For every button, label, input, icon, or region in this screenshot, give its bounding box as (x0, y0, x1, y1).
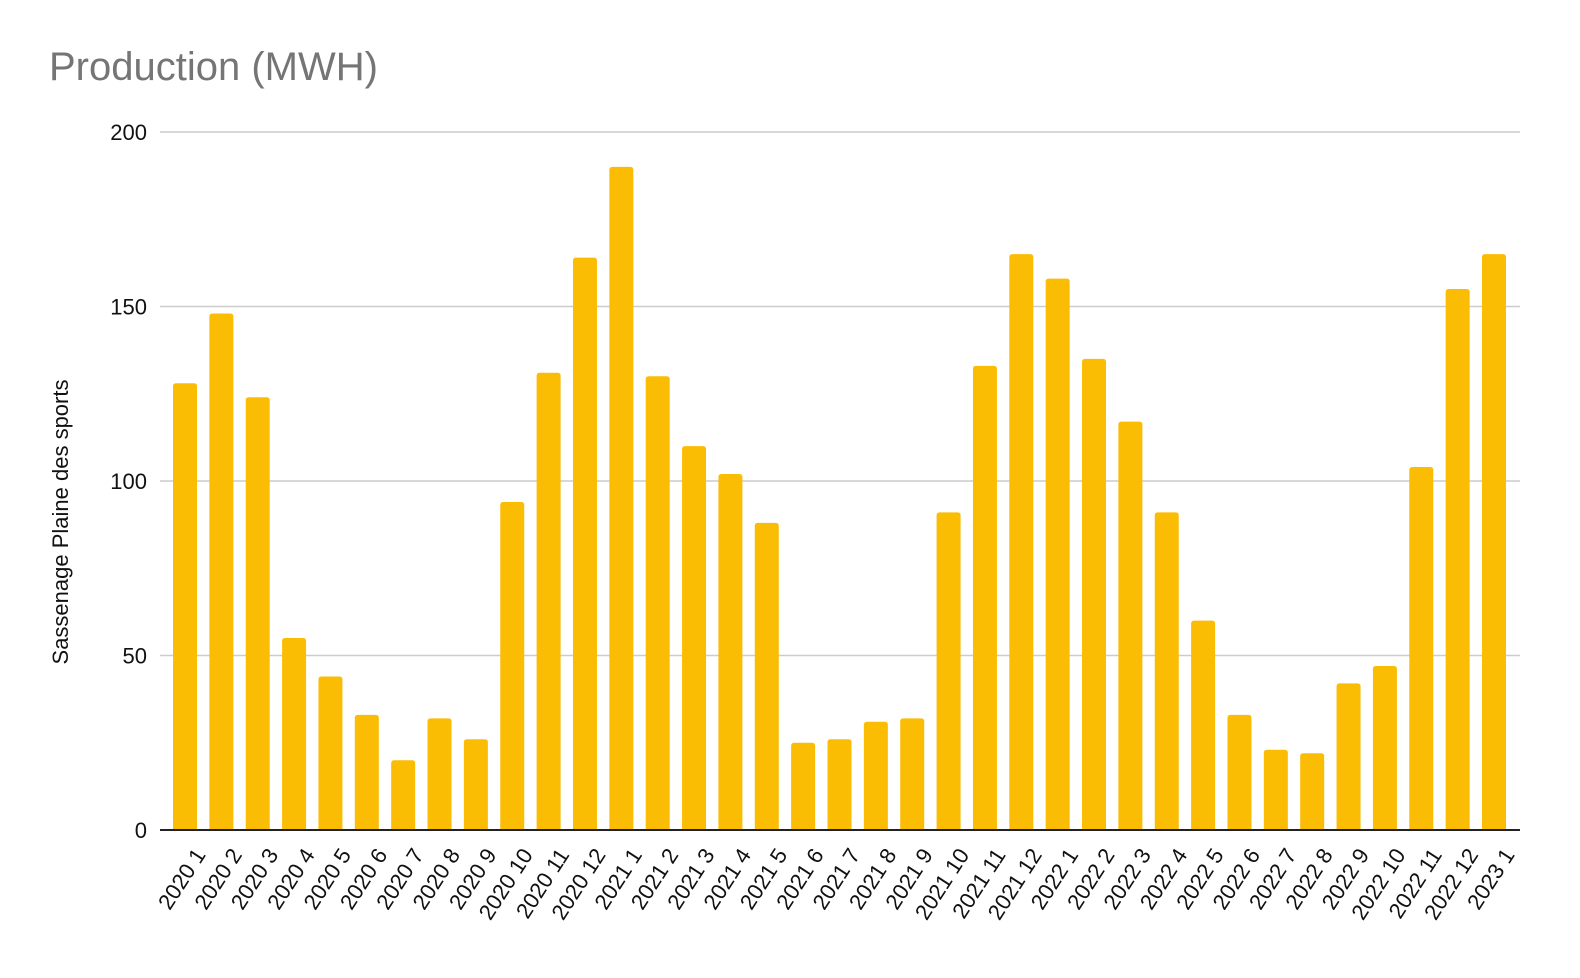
bar (500, 501, 525, 830)
bar (173, 383, 197, 830)
bar (427, 718, 452, 830)
bar (791, 742, 816, 830)
y-tick-label: 100 (110, 469, 147, 494)
bar (391, 760, 416, 830)
bar (936, 512, 961, 830)
bar (1263, 749, 1288, 830)
bar (609, 166, 634, 830)
bar (1009, 254, 1034, 830)
bar (645, 376, 670, 830)
y-tick-label: 150 (110, 295, 147, 320)
chart-title: Production (MWH) (49, 45, 378, 89)
y-tick-labels: 0 50 100 150 200 (110, 120, 147, 843)
bar (463, 739, 488, 830)
bar (863, 721, 888, 830)
bar (900, 718, 925, 830)
y-axis-label: Sassenage Plaine des sports (48, 380, 73, 665)
bar (827, 739, 852, 830)
bar (1372, 665, 1397, 830)
bar (682, 446, 707, 830)
bar (1227, 714, 1252, 830)
y-tick-label: 50 (123, 644, 147, 669)
bar (572, 257, 597, 830)
bars (173, 166, 1506, 831)
y-tick-label: 0 (135, 818, 147, 843)
bar (972, 365, 997, 830)
bar (282, 638, 307, 830)
bar (1409, 467, 1434, 830)
bar (354, 714, 379, 830)
bar (1336, 683, 1361, 830)
bar (1154, 512, 1179, 830)
bar (1482, 254, 1506, 830)
bar (209, 313, 234, 831)
gridlines (160, 131, 1520, 657)
bar (1445, 289, 1470, 830)
bar (536, 372, 561, 830)
bar (1082, 358, 1107, 830)
bar (718, 474, 743, 830)
bar (318, 676, 343, 830)
bar (754, 522, 779, 830)
bar (1191, 620, 1216, 830)
bar (1045, 278, 1070, 831)
bar (245, 397, 270, 830)
y-tick-label: 200 (110, 120, 147, 145)
bar (1300, 753, 1325, 830)
bar (1118, 421, 1143, 830)
